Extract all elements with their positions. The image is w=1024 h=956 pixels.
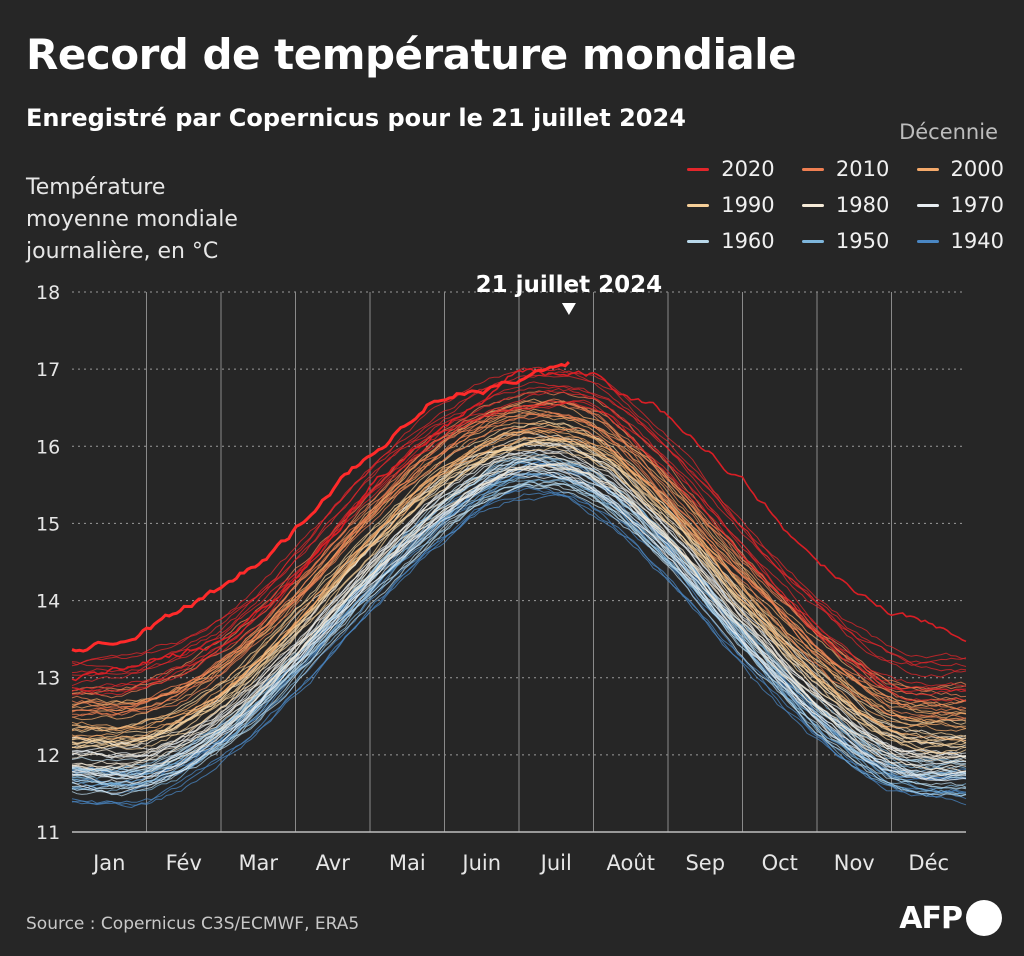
decade-line-2020 — [71, 385, 967, 674]
decade-line-2000 — [71, 413, 967, 712]
x-tick-label: Juin — [460, 851, 501, 875]
legend-item: 1970 — [889, 192, 1004, 218]
decade-line-2000 — [71, 430, 967, 732]
decade-line-1970 — [71, 473, 967, 779]
legend: 2020 2010 2000 1990 1980 1970 1960 1950 … — [660, 156, 1004, 254]
decade-line-1980 — [71, 464, 967, 771]
decade-line-1980 — [71, 452, 967, 759]
series-line-2024 — [71, 361, 570, 653]
decade-line-1980 — [71, 440, 967, 748]
legend-swatch — [916, 239, 939, 243]
y-tick-label: 14 — [36, 591, 60, 613]
y-tick-label: 11 — [36, 822, 60, 844]
series-line-2023 — [71, 367, 967, 682]
legend-item: 2010 — [775, 156, 890, 182]
decade-line-1990 — [71, 419, 967, 730]
chart-subtitle: Enregistré par Copernicus pour le 21 jui… — [26, 104, 686, 132]
afp-logo: AFP — [899, 900, 1002, 936]
decade-line-1990 — [71, 438, 967, 750]
legend-swatch — [801, 167, 824, 171]
legend-swatch — [801, 239, 824, 243]
legend-swatch — [687, 239, 710, 243]
x-tick-label: Fév — [166, 851, 202, 875]
legend-swatch — [687, 203, 710, 207]
x-tick-label: Sep — [685, 851, 725, 875]
decade-line-1940 — [71, 493, 967, 806]
decade-line-1950 — [71, 478, 967, 797]
x-tick-label: Juil — [539, 851, 572, 875]
y-tick-label: 13 — [36, 668, 60, 690]
decade-line-2020 — [71, 370, 967, 670]
x-tick-label: Nov — [834, 851, 875, 875]
decade-line-1990 — [71, 439, 967, 747]
chart-title: Record de température mondiale — [26, 30, 797, 79]
x-tick-label: Août — [607, 851, 655, 875]
legend-item: 1960 — [660, 228, 775, 254]
decade-line-2000 — [71, 436, 967, 742]
annotation-label: 21 juillet 2024 — [476, 272, 663, 298]
x-tick-label: Jan — [91, 851, 125, 875]
legend-item: 1950 — [775, 228, 890, 254]
legend-item: 1980 — [775, 192, 890, 218]
legend-swatch — [916, 167, 939, 171]
source-credit: Source : Copernicus C3S/ECMWF, ERA5 — [26, 914, 360, 934]
chart-annotation: 21 juillet 2024 — [476, 272, 663, 315]
decade-line-2010 — [71, 401, 967, 707]
y-tick-label: 15 — [36, 513, 60, 535]
chart-series — [71, 366, 967, 809]
legend-label: 2000 — [950, 157, 1004, 181]
legend-label: 1980 — [835, 193, 890, 217]
decade-line-2010 — [71, 411, 967, 711]
annotation-marker — [561, 303, 576, 315]
legend-swatch — [916, 203, 939, 207]
legend-swatch — [801, 203, 824, 207]
x-tick-label: Oct — [762, 851, 798, 875]
y-tick-label: 17 — [36, 359, 60, 381]
decade-line-1970 — [71, 467, 967, 794]
decade-line-1980 — [71, 462, 967, 771]
legend-swatch — [687, 167, 710, 171]
y-tick-label: 12 — [36, 745, 60, 767]
x-tick-label: Mai — [389, 851, 426, 875]
legend-title: Décennie — [899, 120, 998, 144]
decade-line-2020 — [71, 400, 967, 696]
chart-axes: 11 12 13 14 15 16 17 18 Jan Fév Mar Avr Mai Juin Juil A… — [36, 282, 966, 875]
legend-label: 2010 — [835, 157, 890, 181]
decade-line-1960 — [71, 481, 967, 797]
legend-label: 1940 — [950, 229, 1004, 253]
decade-line-2020 — [71, 381, 967, 678]
chart-highlight-series — [71, 361, 967, 682]
decade-line-2010 — [71, 426, 967, 721]
y-axis-label-line: journalière, en °C — [26, 239, 219, 264]
x-tick-label: Déc — [908, 851, 949, 875]
legend-label: 1970 — [950, 193, 1004, 217]
decade-line-2020 — [71, 387, 967, 687]
decade-line-1990 — [71, 443, 967, 754]
afp-logo-dot — [966, 900, 1002, 936]
decade-line-1970 — [71, 449, 967, 758]
afp-logo-text: AFP — [899, 900, 963, 936]
decade-line-1940 — [71, 487, 967, 806]
legend-label: 1990 — [721, 193, 775, 217]
decade-line-1960 — [71, 483, 967, 791]
y-axis-label-line: Température — [26, 175, 166, 200]
y-axis-label-line: moyenne mondiale — [26, 207, 238, 232]
y-tick-label: 16 — [36, 436, 60, 458]
decade-line-2000 — [71, 427, 967, 729]
decade-line-2020 — [71, 401, 967, 702]
legend-label: 2020 — [721, 157, 775, 181]
legend-label: 1960 — [721, 229, 775, 253]
legend-label: 1950 — [835, 229, 890, 253]
x-tick-label: Avr — [316, 851, 351, 875]
legend-item: 2020 — [660, 156, 775, 182]
x-tick-label: Mar — [238, 851, 278, 875]
legend-item: 1940 — [889, 228, 1004, 254]
y-axis-label: Température moyenne mondiale journalière… — [26, 172, 306, 268]
legend-item: 2000 — [889, 156, 1004, 182]
y-tick-label: 18 — [36, 282, 60, 304]
legend-item: 1990 — [660, 192, 775, 218]
